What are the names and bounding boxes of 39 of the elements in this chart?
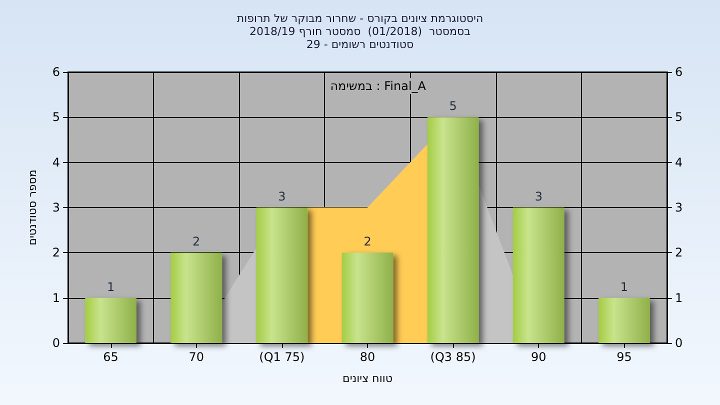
bar xyxy=(512,208,564,343)
data-label: 3 xyxy=(278,190,286,204)
y-axis-title: מספר סטודנטים xyxy=(26,170,39,246)
x-axis-title: טווח ציונים xyxy=(342,372,392,385)
bar xyxy=(85,298,136,343)
bar xyxy=(598,298,650,343)
y2-tick-label: 0 xyxy=(675,336,683,350)
x-tick-label: 70 xyxy=(188,350,204,364)
y-tick-label: 6 xyxy=(52,65,60,79)
chart-subtitle: בסמסטר (01/2018) סמסטר חורף 2018/19 סטודנטים רשומים - 29 xyxy=(250,25,470,51)
y2-tick-label: 6 xyxy=(675,65,683,79)
data-label: 3 xyxy=(534,190,542,204)
y-tick-label: 1 xyxy=(52,290,60,305)
y-tick-label: 0 xyxy=(52,336,60,350)
x-tick-label: 80 xyxy=(360,350,376,364)
data-label: 2 xyxy=(364,234,372,249)
y-tick-label: 2 xyxy=(52,246,60,260)
y2-tick-label: 2 xyxy=(675,246,683,260)
x-tick-label: (Q3 85) xyxy=(430,350,476,364)
y2-tick-label: 5 xyxy=(675,110,683,124)
y2-tick-label: 1 xyxy=(675,290,683,305)
data-label: 2 xyxy=(192,234,200,249)
x-tick-label: 65 xyxy=(103,350,118,364)
chart-title: היסטוגרמת ציונים בקורס - שחרור מבוקר של תרופות xyxy=(236,12,484,25)
x-tick-label: (Q1 75) xyxy=(259,350,305,364)
y-tick-label: 4 xyxy=(52,155,60,170)
y-tick-label: 3 xyxy=(52,200,60,214)
y2-tick-label: 4 xyxy=(675,155,683,170)
x-tick-label: 95 xyxy=(616,350,632,364)
y-tick-label: 5 xyxy=(52,110,60,124)
x-tick-label: 90 xyxy=(531,350,546,364)
data-label: 5 xyxy=(449,99,457,114)
y2-tick-label: 3 xyxy=(675,200,683,214)
bar xyxy=(170,252,222,343)
bar xyxy=(256,208,308,343)
data-label: 1 xyxy=(620,280,628,294)
annotation: במשימה : Final_A xyxy=(330,79,427,93)
data-label: 1 xyxy=(106,280,115,294)
bar xyxy=(342,252,394,343)
